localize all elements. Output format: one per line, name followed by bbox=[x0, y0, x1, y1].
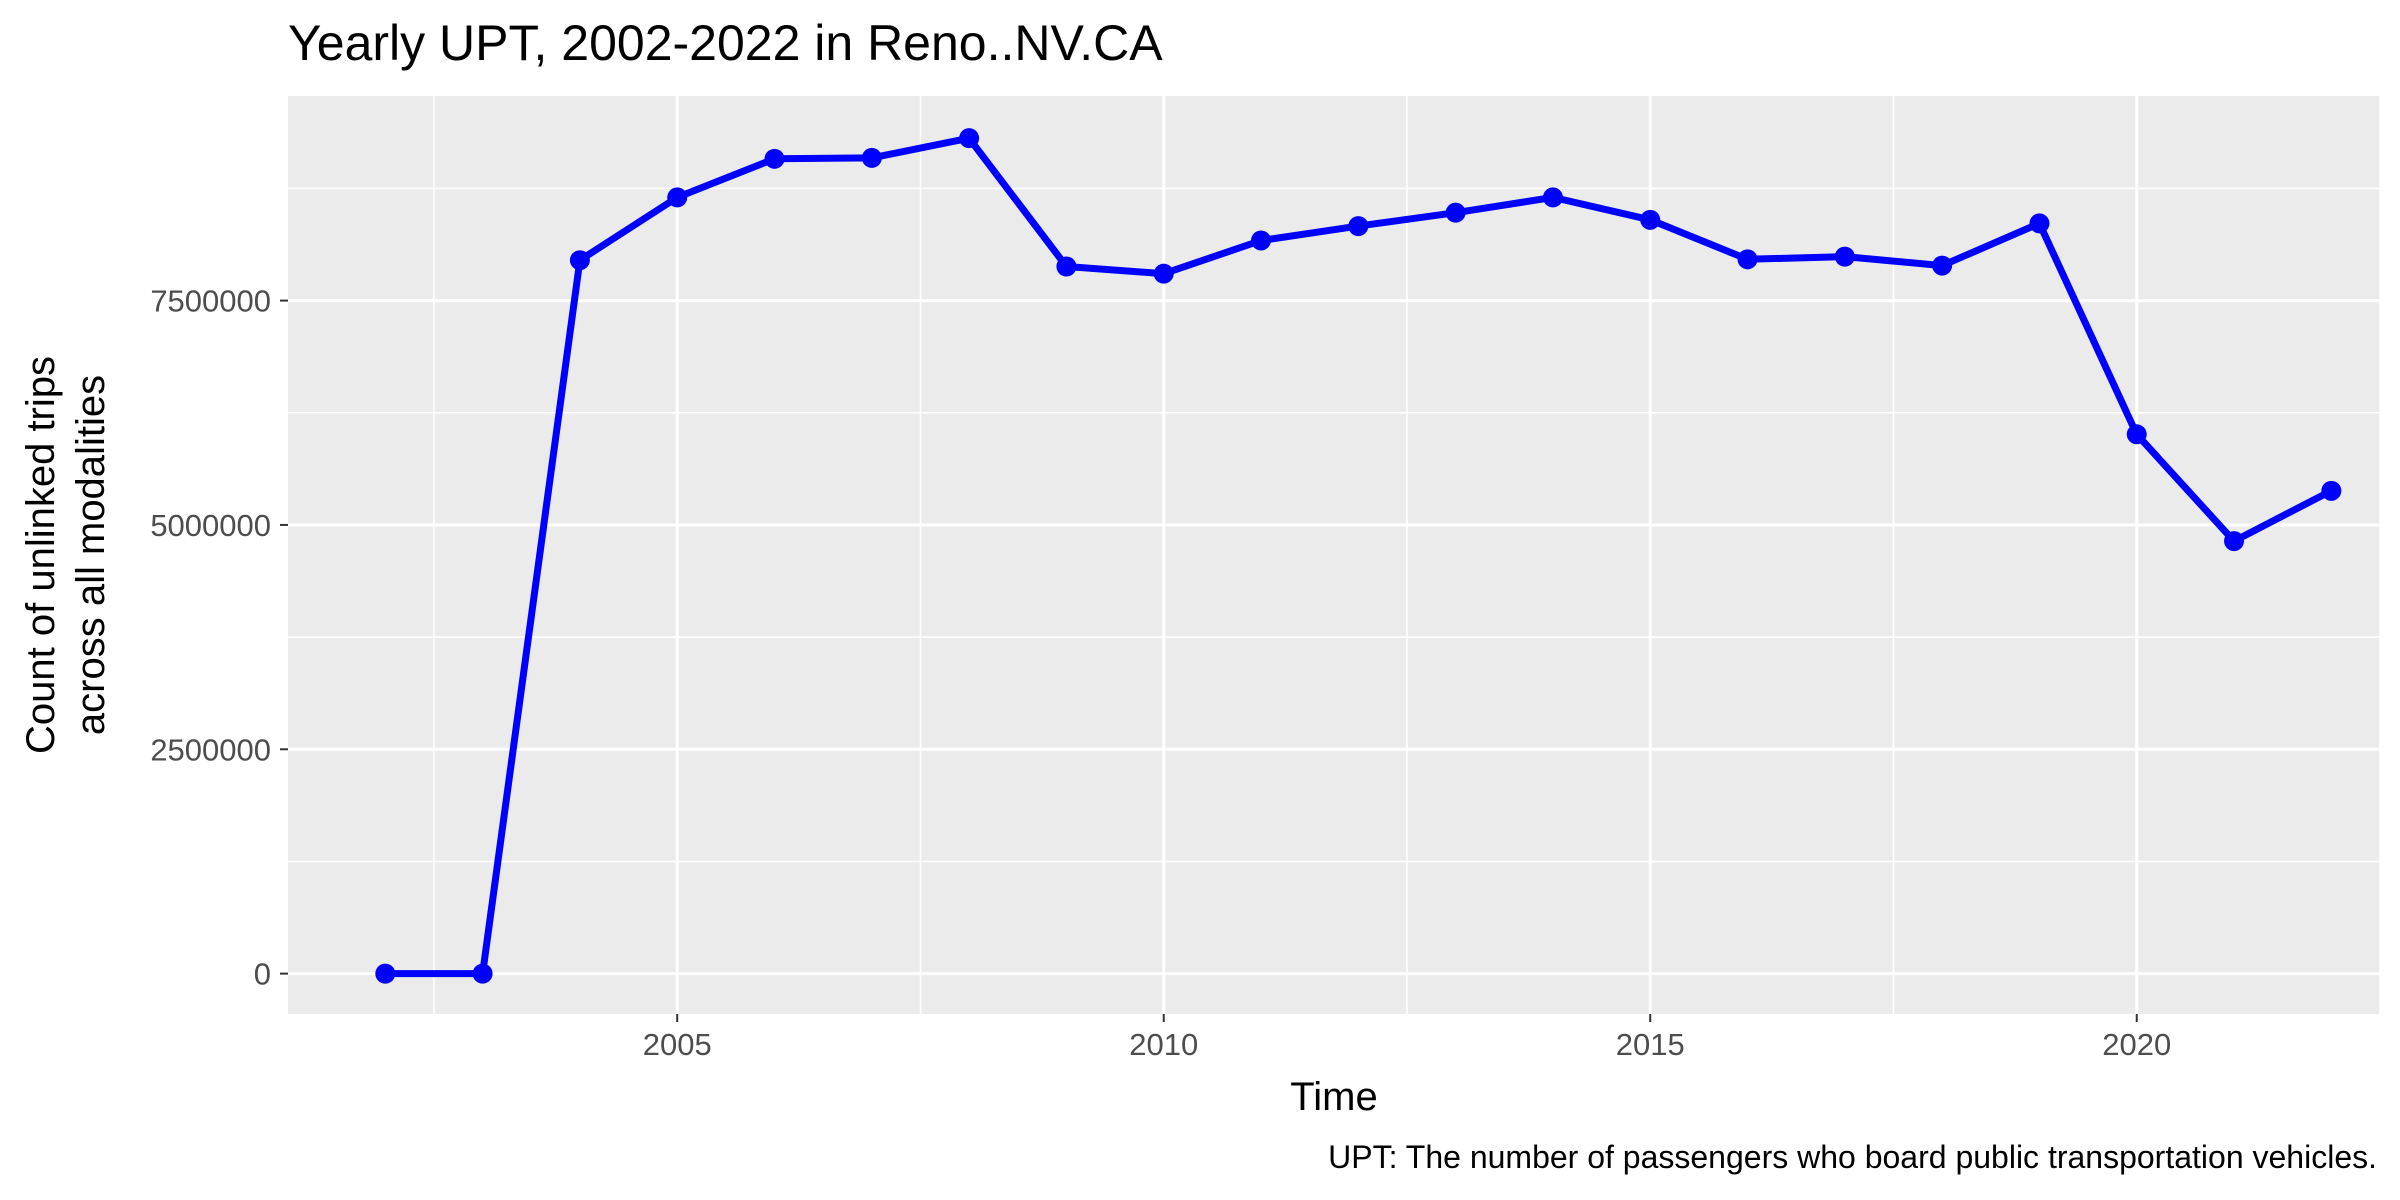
y-tick-label: 0 bbox=[254, 957, 271, 992]
y-tick-label: 7500000 bbox=[150, 284, 271, 319]
x-tick-label: 2020 bbox=[2102, 1027, 2171, 1062]
x-tick-label: 2010 bbox=[1129, 1027, 1198, 1062]
data-series bbox=[375, 128, 2342, 984]
data-point bbox=[861, 147, 882, 168]
x-tick-label: 2005 bbox=[643, 1027, 712, 1062]
data-point bbox=[2224, 531, 2245, 552]
data-point bbox=[1932, 255, 1953, 276]
chart-caption: UPT: The number of passengers who board … bbox=[1328, 1139, 2377, 1175]
x-tick-label: 2015 bbox=[1616, 1027, 1685, 1062]
data-point bbox=[1640, 209, 1661, 230]
data-point bbox=[1737, 249, 1758, 270]
data-point bbox=[2029, 213, 2050, 234]
x-axis-title: Time bbox=[1290, 1075, 1377, 1119]
data-point bbox=[375, 963, 396, 984]
data-point bbox=[2321, 480, 2342, 501]
grid-lines bbox=[288, 96, 2381, 1014]
data-point bbox=[1153, 263, 1174, 284]
data-point bbox=[569, 250, 590, 271]
chart-title: Yearly UPT, 2002-2022 in Reno..NV.CA bbox=[288, 15, 1163, 71]
data-point bbox=[2126, 424, 2147, 445]
y-axis-title-line-1: Count of unlinked trips bbox=[19, 356, 63, 754]
data-point bbox=[1348, 216, 1369, 237]
data-point bbox=[764, 148, 785, 169]
data-point bbox=[1834, 246, 1855, 267]
y-axis-title-line-2: across all modalities bbox=[69, 375, 113, 735]
data-point bbox=[1542, 187, 1563, 208]
axes: 2005 2010 2015 2020 0 2500000 5000000 7500000 bbox=[150, 284, 2171, 1062]
data-point bbox=[1251, 230, 1272, 251]
data-point bbox=[959, 128, 980, 149]
data-point bbox=[472, 963, 493, 984]
y-tick-label: 2500000 bbox=[150, 732, 271, 767]
data-point bbox=[667, 187, 688, 208]
y-tick-label: 5000000 bbox=[150, 508, 271, 543]
plot-panel bbox=[288, 96, 2380, 1014]
data-point bbox=[1056, 256, 1077, 277]
data-point bbox=[1445, 202, 1466, 223]
